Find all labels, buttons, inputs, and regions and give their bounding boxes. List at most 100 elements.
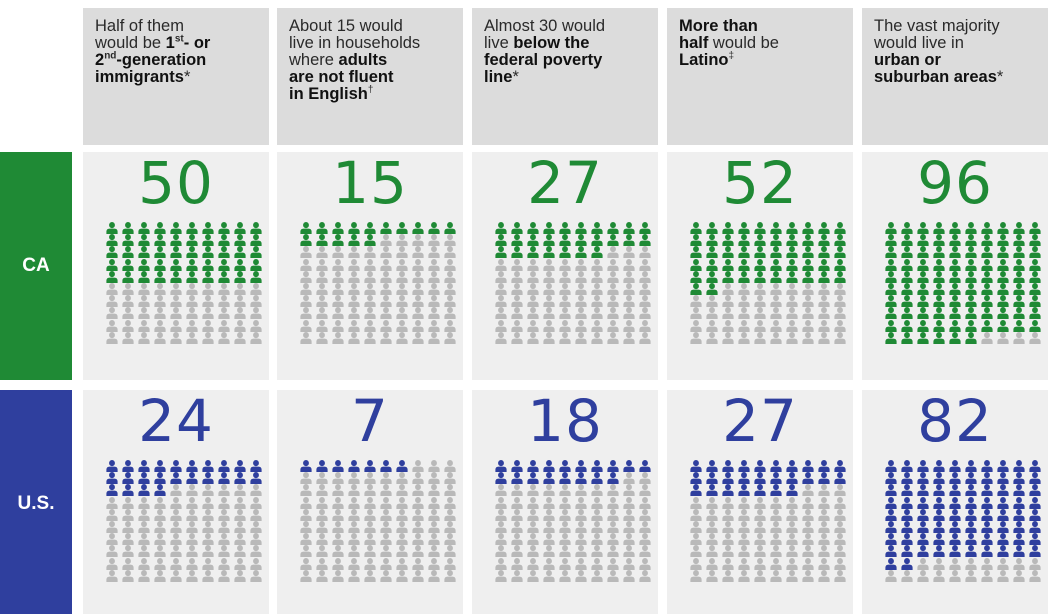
person-icon-filled	[932, 545, 946, 558]
person-icon-empty	[299, 307, 313, 320]
person-icon-filled	[721, 484, 735, 497]
person-icon-empty	[638, 270, 652, 283]
person-icon-empty	[833, 569, 847, 582]
person-icon-empty	[299, 533, 313, 546]
person-icon-empty	[494, 520, 508, 533]
person-icon-filled	[932, 533, 946, 546]
person-icon-empty	[249, 496, 263, 509]
person-icon-empty	[137, 307, 151, 320]
person-icon-empty	[494, 569, 508, 582]
person-icon-empty	[721, 331, 735, 344]
person-icon-filled	[900, 496, 914, 509]
person-icon-filled	[932, 319, 946, 332]
person-icon-empty	[817, 307, 831, 320]
person-icon-empty	[249, 331, 263, 344]
person-icon-empty	[201, 331, 215, 344]
person-icon-filled	[542, 460, 556, 472]
person-icon-filled	[753, 472, 767, 485]
person-icon-empty	[542, 295, 556, 308]
person-icon-filled	[233, 270, 247, 283]
person-icon-filled	[606, 460, 620, 472]
person-icon-empty	[558, 557, 572, 570]
person-icon-empty	[932, 569, 946, 582]
person-icon-empty	[558, 533, 572, 546]
person-icon-empty	[347, 496, 361, 509]
person-icon-filled	[217, 222, 231, 234]
person-icon-empty	[558, 307, 572, 320]
person-icon-filled	[948, 508, 962, 521]
person-icon-filled	[801, 246, 815, 259]
person-icon-filled	[900, 508, 914, 521]
person-icon-empty	[411, 319, 425, 332]
person-icon-empty	[590, 258, 604, 271]
person-icon-empty	[249, 557, 263, 570]
person-icon-empty	[315, 307, 329, 320]
person-icon-empty	[689, 557, 703, 570]
person-icon-filled	[153, 484, 167, 497]
person-icon-filled	[526, 246, 540, 259]
person-icon-empty	[347, 520, 361, 533]
person-icon-filled	[801, 258, 815, 271]
person-icon-empty	[233, 282, 247, 295]
person-icon-empty	[558, 258, 572, 271]
person-icon-empty	[721, 520, 735, 533]
person-icon-empty	[153, 545, 167, 558]
person-icon-filled	[964, 258, 978, 271]
person-icon-empty	[753, 508, 767, 521]
header-bold-text: - or	[183, 34, 211, 52]
person-icon-empty	[153, 508, 167, 521]
person-icon-filled	[201, 246, 215, 259]
person-icon-filled	[769, 270, 783, 283]
person-icon-filled	[494, 472, 508, 485]
person-icon-empty	[105, 508, 119, 521]
person-icon-empty	[638, 319, 652, 332]
person-icon-empty	[622, 282, 636, 295]
person-icon-empty	[884, 569, 898, 582]
person-icon-empty	[363, 258, 377, 271]
person-icon-filled	[1028, 246, 1042, 259]
person-icon-empty	[153, 295, 167, 308]
person-icon-empty	[622, 307, 636, 320]
person-icon-empty	[753, 569, 767, 582]
person-icon-filled	[817, 270, 831, 283]
person-icon-filled	[833, 222, 847, 234]
person-icon-empty	[395, 472, 409, 485]
person-icon-filled	[769, 222, 783, 234]
person-icon-filled	[201, 258, 215, 271]
person-icon-empty	[427, 295, 441, 308]
person-icon-empty	[347, 246, 361, 259]
person-icon-empty	[542, 496, 556, 509]
person-icon-empty	[427, 520, 441, 533]
header-text: *	[512, 68, 519, 86]
person-icon-empty	[817, 282, 831, 295]
person-icon-empty	[217, 533, 231, 546]
person-icon-empty	[606, 307, 620, 320]
person-icon-empty	[638, 282, 652, 295]
person-icon-empty	[363, 520, 377, 533]
person-icon-empty	[721, 545, 735, 558]
person-icon-filled	[980, 533, 994, 546]
person-icon-empty	[315, 246, 329, 259]
person-icon-empty	[137, 533, 151, 546]
row-label-us: U.S.	[0, 390, 72, 614]
person-icon-empty	[233, 496, 247, 509]
person-icon-filled	[900, 246, 914, 259]
value-label: 15	[332, 149, 408, 217]
person-icon-filled	[996, 295, 1010, 308]
person-icon-empty	[233, 557, 247, 570]
person-icon-filled	[948, 331, 962, 344]
person-icon-filled	[494, 246, 508, 259]
person-icon-empty	[315, 508, 329, 521]
person-icon-empty	[121, 307, 135, 320]
panel-us-poverty: 18	[472, 390, 658, 614]
person-icon-empty	[737, 331, 751, 344]
person-icon-empty	[249, 307, 263, 320]
person-icon-empty	[801, 331, 815, 344]
person-icon-empty	[494, 270, 508, 283]
person-icon-filled	[574, 246, 588, 259]
person-icon-empty	[185, 520, 199, 533]
person-icon-empty	[689, 508, 703, 521]
person-icon-empty	[980, 557, 994, 570]
person-icon-empty	[558, 331, 572, 344]
person-icon-empty	[395, 319, 409, 332]
